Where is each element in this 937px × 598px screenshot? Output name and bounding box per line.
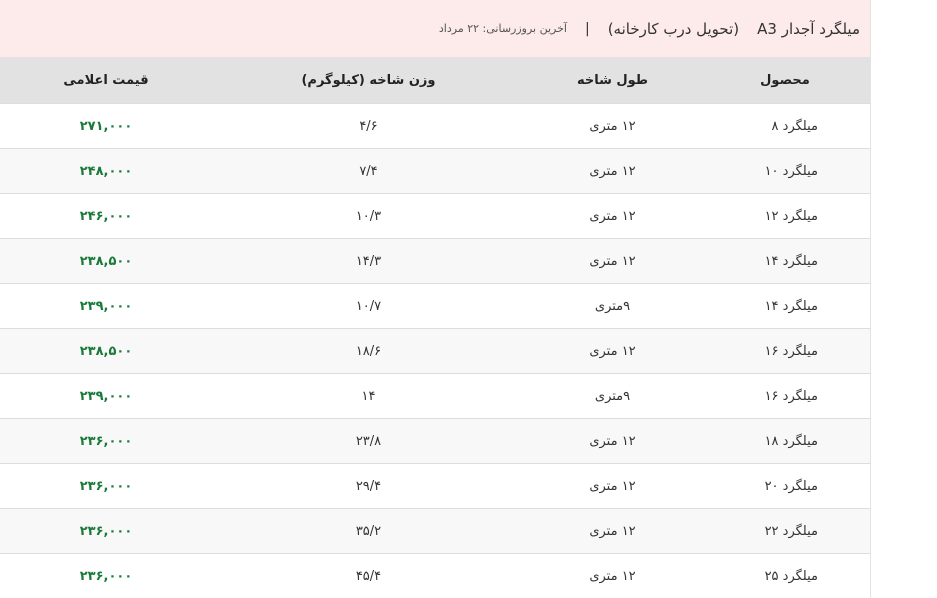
price-table: محصول طول شاخه وزن شاخه (کیلوگرم) قیمت ا… [0, 57, 870, 598]
cell-weight: ۱۰/۳ [212, 194, 525, 239]
last-updated: آخرین بروزرسانی: ۲۲ مرداد [439, 22, 567, 35]
cell-weight: ۱۸/۶ [212, 329, 525, 374]
cell-weight: ۴/۶ [212, 104, 525, 149]
cell-weight: ۱۴/۳ [212, 239, 525, 284]
cell-weight: ۲۳/۸ [212, 419, 525, 464]
cell-price: ۲۳۶,۰۰۰ [0, 419, 212, 464]
cell-price: ۲۴۶,۰۰۰ [0, 194, 212, 239]
cell-length: ۱۲ متری [525, 554, 700, 598]
cell-weight: ۱۰/۷ [212, 284, 525, 329]
cell-product: میلگرد ۲۰ [700, 464, 870, 509]
separator: | [585, 21, 590, 37]
column-header-product: محصول [700, 57, 870, 104]
cell-length: ۹متری [525, 284, 700, 329]
cell-weight: ۷/۴ [212, 149, 525, 194]
column-header-length: طول شاخه [525, 57, 700, 104]
cell-weight: ۱۴ [212, 374, 525, 419]
column-header-price: قیمت اعلامی [0, 57, 212, 104]
price-table-panel: میلگرد آجدار A3 (تحویل درب کارخانه) | آخ… [0, 0, 871, 598]
cell-product: میلگرد ۲۲ [700, 509, 870, 554]
table-title-bar: میلگرد آجدار A3 (تحویل درب کارخانه) | آخ… [0, 0, 870, 57]
cell-price: ۲۴۸,۰۰۰ [0, 149, 212, 194]
cell-length: ۱۲ متری [525, 149, 700, 194]
cell-product: میلگرد ۸ [700, 104, 870, 149]
cell-product: میلگرد ۱۴ [700, 284, 870, 329]
table-header-row: محصول طول شاخه وزن شاخه (کیلوگرم) قیمت ا… [0, 57, 870, 104]
cell-product: میلگرد ۱۶ [700, 374, 870, 419]
cell-length: ۱۲ متری [525, 329, 700, 374]
table-subtitle: (تحویل درب کارخانه) [608, 20, 739, 38]
cell-length: ۱۲ متری [525, 464, 700, 509]
cell-length: ۱۲ متری [525, 419, 700, 464]
cell-length: ۱۲ متری [525, 509, 700, 554]
cell-product: میلگرد ۱۲ [700, 194, 870, 239]
cell-length: ۱۲ متری [525, 239, 700, 284]
cell-length: ۱۲ متری [525, 194, 700, 239]
cell-weight: ۴۵/۴ [212, 554, 525, 598]
column-header-weight: وزن شاخه (کیلوگرم) [212, 57, 525, 104]
cell-price: ۲۳۸,۵۰۰ [0, 239, 212, 284]
cell-length: ۹متری [525, 374, 700, 419]
cell-product: میلگرد ۱۴ [700, 239, 870, 284]
cell-weight: ۳۵/۲ [212, 509, 525, 554]
cell-product: میلگرد ۲۵ [700, 554, 870, 598]
cell-price: ۲۳۶,۰۰۰ [0, 554, 212, 598]
cell-price: ۲۳۹,۰۰۰ [0, 284, 212, 329]
cell-weight: ۲۹/۴ [212, 464, 525, 509]
cell-price: ۲۷۱,۰۰۰ [0, 104, 212, 149]
cell-price: ۲۳۶,۰۰۰ [0, 464, 212, 509]
cell-product: میلگرد ۱۶ [700, 329, 870, 374]
cell-price: ۲۳۹,۰۰۰ [0, 374, 212, 419]
cell-product: میلگرد ۱۰ [700, 149, 870, 194]
cell-price: ۲۳۸,۵۰۰ [0, 329, 212, 374]
cell-price: ۲۳۶,۰۰۰ [0, 509, 212, 554]
cell-product: میلگرد ۱۸ [700, 419, 870, 464]
cell-length: ۱۲ متری [525, 104, 700, 149]
table-title: میلگرد آجدار A3 [757, 20, 860, 38]
